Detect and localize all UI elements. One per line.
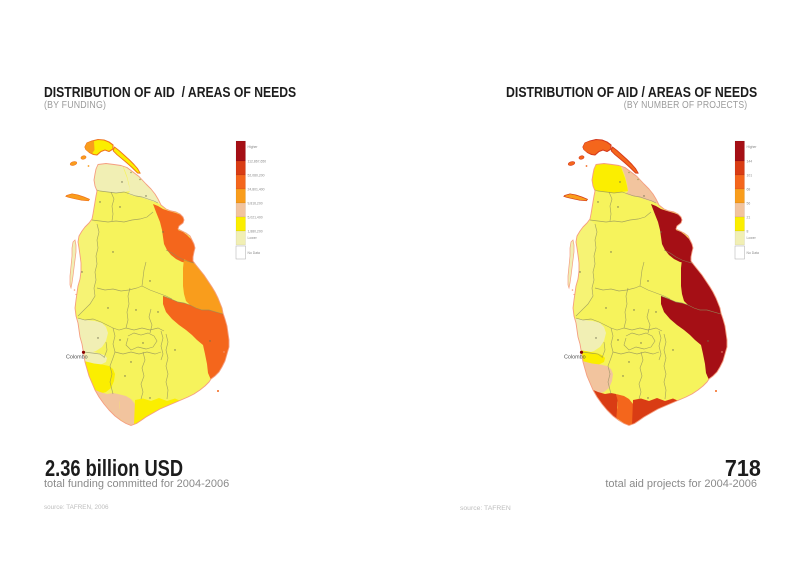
svg-text:5,021,400: 5,021,400 xyxy=(248,216,263,220)
svg-text:9,816,200: 9,816,200 xyxy=(248,202,263,206)
svg-text:No Data: No Data xyxy=(248,251,261,255)
svg-text:Colombo: Colombo xyxy=(564,355,586,361)
svg-text:144: 144 xyxy=(747,160,753,164)
svg-text:112,867,650: 112,867,650 xyxy=(248,160,267,164)
svg-text:101: 101 xyxy=(747,174,753,178)
svg-text:8: 8 xyxy=(747,230,749,234)
svg-text:24,801,400: 24,801,400 xyxy=(248,188,265,192)
svg-text:21: 21 xyxy=(747,216,751,220)
svg-text:Colombo: Colombo xyxy=(66,355,88,361)
svg-text:56: 56 xyxy=(747,202,751,206)
svg-text:52,080,200: 52,080,200 xyxy=(248,174,265,178)
svg-text:68: 68 xyxy=(747,188,751,192)
svg-text:Lower: Lower xyxy=(248,236,258,240)
svg-text:1,880,200: 1,880,200 xyxy=(248,230,263,234)
svg-text:Higher: Higher xyxy=(747,145,758,149)
svg-text:No Data: No Data xyxy=(747,251,760,255)
svg-text:Higher: Higher xyxy=(248,145,259,149)
svg-text:Lower: Lower xyxy=(747,236,757,240)
